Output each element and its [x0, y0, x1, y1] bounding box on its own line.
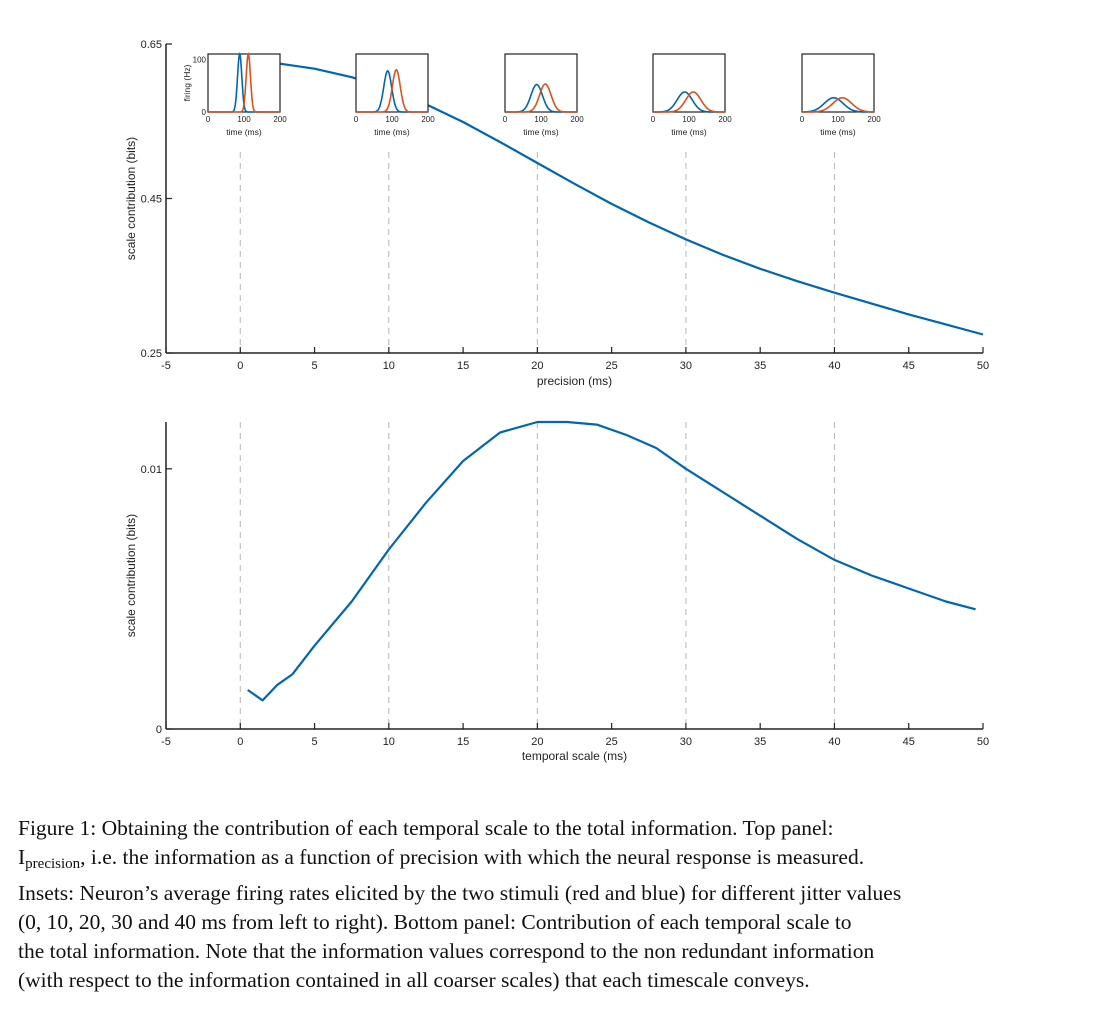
inset-red-curve — [505, 83, 577, 113]
inset-red-curve — [356, 68, 428, 113]
figure: -5 0 5 10 15 20 25 30 35 40 45 500.250.450.65precis… — [124, 39, 989, 763]
x-tick-label: 40 — [828, 736, 840, 748]
inset-frame — [801, 53, 875, 113]
inset-x-tick: 0 — [354, 115, 359, 124]
y-tick-label: 0.01 — [141, 464, 162, 476]
inset-x-tick: 200 — [718, 115, 732, 124]
x-tick-label: 5 — [311, 360, 317, 372]
inset-frame — [652, 53, 726, 113]
x-axis-label: precision (ms) — [537, 374, 612, 388]
x-tick-label: 45 — [903, 736, 915, 748]
caption-line-4: (0, 10, 20, 30 and 40 ms from left to ri… — [18, 910, 852, 934]
inset-frame — [355, 53, 429, 113]
x-tick-label: 15 — [457, 360, 469, 372]
caption-line-3: Insets: Neuron’s average firing rates el… — [18, 881, 902, 905]
inset-x-tick: 200 — [570, 115, 584, 124]
x-tick-label: 20 — [531, 736, 543, 748]
x-tick-label: 0 — [237, 360, 243, 372]
x-tick-label: 25 — [606, 736, 618, 748]
x-tick-label: 30 — [680, 360, 692, 372]
caption-subscript: precision — [25, 856, 81, 872]
caption-line-6: (with respect to the information contain… — [18, 968, 810, 992]
figure-caption: Figure 1: Obtaining the contribution of … — [18, 814, 1098, 995]
inset-x-tick: 200 — [273, 115, 287, 124]
inset-x-tick: 100 — [534, 115, 548, 124]
x-tick-label: 20 — [531, 360, 543, 372]
inset-y-label: firing (Hz) — [182, 64, 192, 101]
series-line-0 — [247, 420, 976, 702]
inset-x-tick: 0 — [503, 115, 508, 124]
inset-2: 0 100 200 time (ms) — [503, 53, 584, 137]
inset-x-tick: 100 — [831, 115, 845, 124]
caption-line-1: Figure 1: Obtaining the contribution of … — [18, 816, 834, 840]
x-tick-label: 35 — [754, 360, 766, 372]
x-tick-label: 50 — [977, 360, 989, 372]
x-tick-label: 40 — [828, 360, 840, 372]
x-tick-label: 30 — [680, 736, 692, 748]
inset-x-label: time (ms) — [226, 127, 262, 137]
inset-red-curve — [653, 91, 725, 113]
y-axis-label: scale contribution (bits) — [124, 137, 138, 260]
inset-x-label: time (ms) — [820, 127, 856, 137]
inset-x-tick: 0 — [800, 115, 805, 124]
inset-x-tick: 0 — [651, 115, 656, 124]
x-tick-label: 0 — [237, 736, 243, 748]
inset-x-label: time (ms) — [374, 127, 410, 137]
inset-y-tick: 0 — [202, 108, 207, 117]
caption-symbol: I — [18, 845, 26, 869]
x-tick-label: 5 — [311, 736, 317, 748]
inset-x-tick: 0 — [206, 115, 211, 124]
caption-line-5: the total information. Note that the inf… — [18, 939, 875, 963]
inset-x-tick: 100 — [237, 115, 251, 124]
x-tick-label: 35 — [754, 736, 766, 748]
inset-x-tick: 200 — [867, 115, 881, 124]
y-axis-label: scale contribution (bits) — [124, 514, 138, 637]
inset-x-tick: 100 — [385, 115, 399, 124]
x-tick-label: 15 — [457, 736, 469, 748]
y-tick-label: 0.65 — [141, 39, 162, 51]
y-tick-label: 0.25 — [141, 348, 162, 360]
x-tick-label: 10 — [383, 360, 395, 372]
caption-line-2-text: , i.e. the information as a function of … — [80, 845, 865, 869]
x-tick-label: 25 — [606, 360, 618, 372]
caption-line-2: Iprecision, i.e. the information as a fu… — [18, 843, 1098, 879]
x-tick-label: -5 — [161, 360, 171, 372]
inset-y-tick: 100 — [193, 55, 207, 64]
inset-x-tick: 100 — [682, 115, 696, 124]
inset-x-tick: 200 — [421, 115, 435, 124]
x-tick-label: 45 — [903, 360, 915, 372]
x-tick-label: -5 — [161, 736, 171, 748]
inset-frame — [504, 53, 578, 113]
y-tick-label: 0 — [156, 724, 162, 736]
inset-red-curve — [802, 97, 875, 113]
y-tick-label: 0.45 — [141, 194, 162, 206]
x-tick-label: 50 — [977, 736, 989, 748]
x-axis-label: temporal scale (ms) — [522, 749, 627, 763]
inset-1: 0 100 200 time (ms) — [354, 53, 435, 137]
inset-4: 0 100 200 time (ms) — [800, 53, 881, 137]
inset-x-label: time (ms) — [523, 127, 559, 137]
x-tick-label: 10 — [383, 736, 395, 748]
inset-x-label: time (ms) — [671, 127, 707, 137]
inset-3: 0 100 200 time (ms) — [651, 53, 732, 137]
inset-red-curve — [208, 52, 280, 113]
